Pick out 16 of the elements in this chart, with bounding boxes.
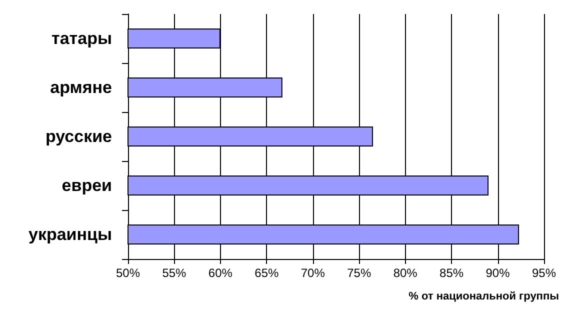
x-tick-label: 60% <box>208 266 233 280</box>
x-tick-label: 90% <box>486 266 510 280</box>
y-tick-label: украинцы <box>28 225 112 244</box>
x-tick-label: 70% <box>300 266 326 280</box>
y-tick-label: евреи <box>62 176 112 195</box>
y-tick-label: татары <box>52 29 112 48</box>
x-tick-label: 80% <box>393 266 418 280</box>
x-tick-label: 50% <box>116 266 140 280</box>
y-tick-label: русские <box>45 127 112 146</box>
x-tick-label: 55% <box>162 266 187 280</box>
x-tick-label: 65% <box>254 266 279 280</box>
x-tick-label: 85% <box>440 266 464 280</box>
x-axis-title: % от национальной группы <box>408 290 559 302</box>
y-tick-label: армяне <box>50 78 112 97</box>
x-tick-label: 75% <box>347 266 372 280</box>
x-tick-label: 95% <box>532 266 556 280</box>
